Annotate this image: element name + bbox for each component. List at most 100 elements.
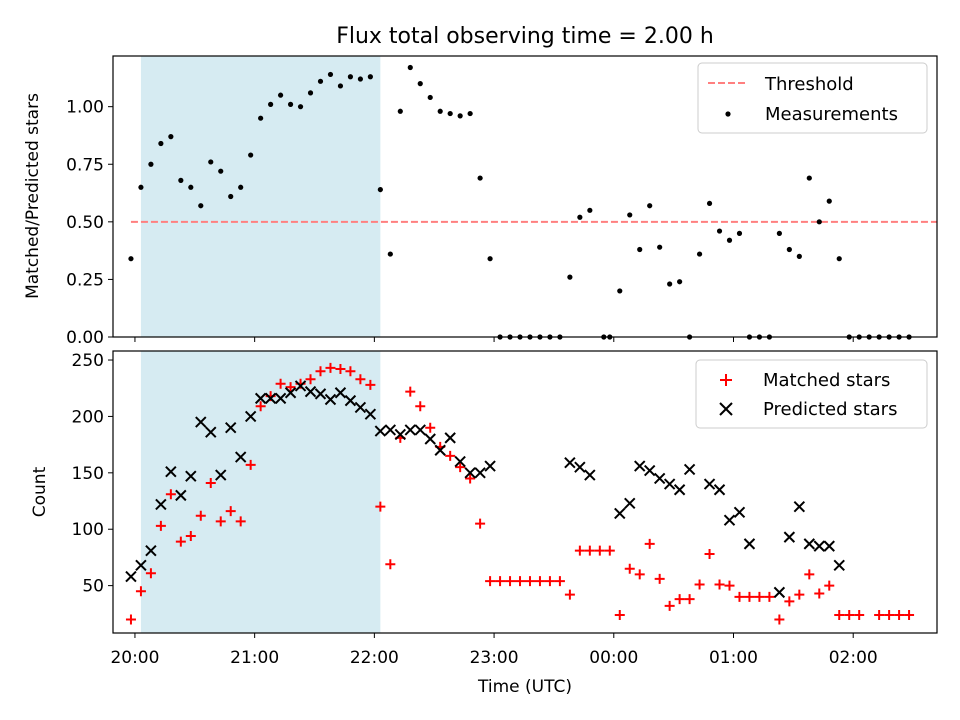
matched-star-point [624, 563, 635, 574]
measurement-point [307, 90, 314, 96]
measurement-point [577, 214, 583, 220]
bottom-y-tick-label: 100 [72, 520, 104, 540]
legend-matched-label: Matched stars [763, 370, 890, 391]
predicted-star-point [683, 463, 696, 476]
predicted-star-point [205, 426, 217, 438]
predicted-star-point [284, 387, 297, 399]
matched-star-point [644, 538, 655, 549]
measurement-point [397, 108, 403, 114]
matched-star-point [335, 364, 346, 375]
measurement-point [128, 256, 134, 262]
matched-star-point [455, 462, 466, 473]
matched-star-point [365, 379, 376, 390]
predicted-star-point [803, 538, 816, 550]
measurement-point [736, 230, 743, 236]
x-tick-label: 22:00 [350, 648, 399, 668]
x-tick-label: 21:00 [230, 648, 279, 668]
measurement-point [467, 110, 473, 117]
bottom-legend-box [695, 359, 928, 429]
measurement-point [138, 184, 144, 190]
bottom-axes-frame [112, 350, 938, 634]
predicted-star-point [723, 514, 736, 526]
predicted-star-point [673, 484, 686, 496]
top-y-axis-label: Matched/Predicted stars [23, 93, 43, 299]
predicted-star-point [624, 497, 636, 509]
matched-star-point [505, 576, 516, 587]
chart-title: Flux total observing time = 2.00 h [336, 24, 714, 49]
measurement-point [776, 230, 782, 236]
predicted-star-point [464, 467, 476, 479]
shaded-span [140, 56, 381, 337]
matched-star-point [185, 530, 196, 541]
predicted-star-point [145, 544, 157, 557]
matched-star-point [544, 576, 555, 587]
matched-star-point [534, 576, 545, 587]
top-y-tick-label: 0.50 [66, 213, 104, 233]
predicted-legend-swatch [719, 402, 733, 416]
measurement-point [836, 256, 842, 262]
measurements-legend-swatch [725, 111, 731, 117]
predicted-star-point [703, 478, 716, 490]
matched-stars-series [125, 362, 915, 625]
measurement-point [487, 256, 493, 262]
top-axes-frame [112, 55, 938, 338]
matched-star-point [584, 545, 595, 556]
predicted-star-point [643, 464, 656, 477]
legend-threshold-label: Threshold [764, 74, 854, 95]
predicted-star-point [334, 387, 347, 399]
measurement-point [188, 184, 194, 190]
matched-star-point [764, 591, 775, 602]
matched-star-point [165, 489, 176, 500]
matched-star-point [704, 549, 715, 560]
matched-star-point [784, 596, 795, 607]
matched-star-point [225, 506, 236, 517]
predicted-star-point [663, 478, 676, 490]
x-tick-label: 02:00 [829, 648, 878, 668]
matched-star-point [345, 366, 356, 377]
matched-star-point [654, 573, 665, 584]
measurement-point [417, 81, 423, 87]
top-observing-span [140, 56, 381, 337]
predicted-star-point [414, 424, 426, 436]
bottom-y-tick-label: 200 [72, 407, 104, 427]
matched-star-point [205, 477, 216, 488]
top-y-tick-label: 0.75 [66, 155, 104, 175]
matched-star-point [305, 374, 316, 385]
top-legend-box [697, 62, 928, 134]
measurement-point [377, 186, 383, 193]
predicted-star-point [324, 393, 337, 406]
measurement-point [706, 200, 713, 207]
measurement-point [637, 246, 643, 253]
top-y-axis: 0.00 0.25 0.50 0.75 1.00 [66, 98, 113, 348]
legend-measurements-label: Measurements [765, 104, 898, 125]
legend-predicted-label: Predicted stars [763, 399, 897, 420]
measurement-point [427, 94, 433, 101]
matched-star-point [754, 591, 765, 602]
matched-star-point [814, 588, 825, 599]
measurement-point [647, 203, 653, 209]
measurement-point [327, 71, 334, 78]
matched-star-point [255, 401, 266, 412]
predicted-star-point [225, 421, 237, 434]
matched-star-point [495, 576, 506, 587]
bottom-y-tick-label: 150 [72, 464, 104, 484]
measurement-point [567, 274, 573, 280]
measurement-point [238, 184, 244, 190]
matched-star-point [425, 422, 436, 433]
predicted-star-point [234, 451, 247, 463]
measurement-point [337, 83, 344, 89]
top-x-ticks [134, 337, 854, 342]
matched-star-point [744, 591, 755, 602]
measurement-point [477, 175, 483, 181]
measurement-point [617, 288, 623, 294]
measurement-point [457, 113, 463, 119]
measurement-point [407, 64, 413, 71]
matched-star-point [375, 501, 386, 512]
matched-star-point [325, 362, 336, 373]
matched-star-point [355, 374, 366, 385]
measurement-point [347, 74, 354, 80]
measurement-point [387, 251, 393, 257]
measurement-point [268, 101, 274, 107]
predicted-star-point [195, 416, 207, 428]
matched-star-point [684, 594, 695, 605]
